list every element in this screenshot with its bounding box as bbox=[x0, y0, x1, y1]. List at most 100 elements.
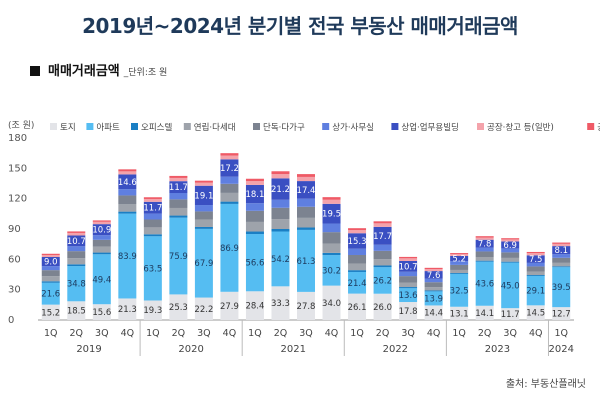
bar-segment bbox=[118, 174, 137, 190]
y-axis-unit-label: (조 원) bbox=[8, 120, 34, 131]
bar-segment bbox=[501, 248, 520, 253]
bar-segment bbox=[399, 276, 418, 283]
bar-segment bbox=[271, 178, 290, 200]
bar-segment bbox=[348, 263, 367, 271]
data-label: 61.3 bbox=[297, 257, 316, 267]
data-label: 34.8 bbox=[67, 280, 86, 290]
data-label: 17.8 bbox=[399, 307, 418, 317]
bar-segment bbox=[552, 243, 571, 247]
bar-segment bbox=[399, 282, 418, 288]
bar-segment bbox=[67, 266, 86, 302]
legend-swatch bbox=[86, 123, 94, 130]
bar-segment bbox=[475, 260, 494, 262]
bar-segment bbox=[143, 227, 162, 235]
bar-segment bbox=[92, 254, 111, 305]
bar-segment bbox=[67, 235, 86, 247]
bar-segment bbox=[41, 276, 60, 282]
data-label: 11.7 bbox=[501, 310, 520, 320]
bar-segment bbox=[220, 159, 239, 177]
bar-segment bbox=[271, 219, 290, 229]
bar-segment bbox=[552, 242, 571, 244]
data-label: 39.5 bbox=[552, 283, 571, 293]
bar-segment bbox=[424, 287, 443, 291]
bar-segment bbox=[245, 181, 264, 185]
bar-segment bbox=[552, 266, 571, 268]
bar-segment bbox=[322, 197, 341, 200]
bar-segment bbox=[297, 217, 315, 228]
data-label: 5.2 bbox=[452, 255, 466, 265]
bar-segment bbox=[348, 233, 367, 249]
data-label: 27.8 bbox=[297, 302, 316, 312]
source-note: 출처: 부동산플래닛 bbox=[505, 379, 586, 390]
data-label: 13.1 bbox=[450, 309, 469, 319]
bar-segment bbox=[41, 270, 60, 277]
bar-segment bbox=[348, 248, 367, 255]
unit-note: _단위:조 원 bbox=[123, 68, 168, 78]
bar-segment bbox=[245, 203, 264, 211]
data-label: 63.5 bbox=[143, 264, 162, 274]
bar-segment bbox=[245, 231, 264, 235]
bar-segment bbox=[143, 234, 162, 237]
bar-segment bbox=[373, 259, 392, 266]
bullet-square-icon bbox=[30, 66, 40, 76]
bar-segment bbox=[399, 287, 418, 289]
bar-segment bbox=[552, 262, 571, 267]
bar-segment bbox=[348, 271, 367, 294]
bar-segment bbox=[67, 251, 86, 259]
bar-segment bbox=[373, 265, 392, 268]
x-tick-label: 2Q bbox=[274, 328, 288, 339]
bar-segment bbox=[118, 169, 137, 172]
bar-segment bbox=[143, 197, 162, 199]
bar-segment bbox=[245, 221, 264, 232]
bar-segment bbox=[220, 183, 239, 193]
data-label: 26.2 bbox=[373, 276, 392, 286]
bar-segment bbox=[552, 254, 571, 258]
y-tick-label: 180 bbox=[8, 133, 27, 144]
x-tick-label: 2Q bbox=[478, 328, 492, 339]
bar-segment bbox=[552, 307, 571, 320]
bar-segment bbox=[424, 291, 443, 306]
bar-segment bbox=[118, 211, 137, 214]
data-label: 21.2 bbox=[271, 185, 290, 195]
x-tick-label: 2Q bbox=[172, 328, 186, 339]
bar-segment bbox=[501, 262, 520, 309]
bar-segment bbox=[143, 219, 162, 228]
bar-segment bbox=[297, 181, 315, 199]
bar-segment bbox=[399, 302, 418, 320]
bar-segment bbox=[348, 270, 367, 272]
data-label: 83.9 bbox=[118, 252, 137, 262]
year-label: 2023 bbox=[485, 344, 510, 355]
bar-segment bbox=[92, 252, 111, 255]
year-label: 2024 bbox=[549, 344, 574, 355]
bar-segment bbox=[169, 294, 188, 320]
data-label: 11.7 bbox=[169, 183, 188, 193]
bar-segment bbox=[194, 182, 213, 186]
data-label: 12.7 bbox=[552, 310, 571, 320]
bar-segment bbox=[475, 251, 494, 258]
bar-segment bbox=[194, 185, 213, 206]
bar-segment bbox=[118, 204, 137, 212]
bar-segment bbox=[373, 223, 392, 227]
bar-segment bbox=[475, 257, 494, 261]
bar-segment bbox=[41, 253, 60, 255]
bar-segment bbox=[399, 256, 418, 259]
bar-segment bbox=[526, 271, 545, 276]
bar-segment bbox=[322, 203, 341, 224]
legend-label: 상가·사무실 bbox=[332, 122, 374, 133]
bar-segment bbox=[41, 282, 60, 305]
bar-segment bbox=[92, 235, 111, 240]
bar-segment bbox=[475, 239, 494, 248]
bar-segment bbox=[424, 278, 443, 283]
bar-segment bbox=[92, 246, 111, 253]
bar-segment bbox=[526, 275, 545, 306]
bar-segment bbox=[297, 176, 315, 182]
data-label: 33.3 bbox=[271, 299, 290, 309]
bar-segment bbox=[271, 286, 290, 320]
bar-segment bbox=[41, 257, 60, 267]
bar-segment bbox=[297, 198, 315, 207]
bar-segment bbox=[169, 217, 188, 295]
bar-segment bbox=[220, 291, 239, 320]
bar-segment bbox=[450, 254, 469, 256]
bar-segment bbox=[118, 213, 137, 299]
legend-swatch bbox=[322, 123, 330, 130]
